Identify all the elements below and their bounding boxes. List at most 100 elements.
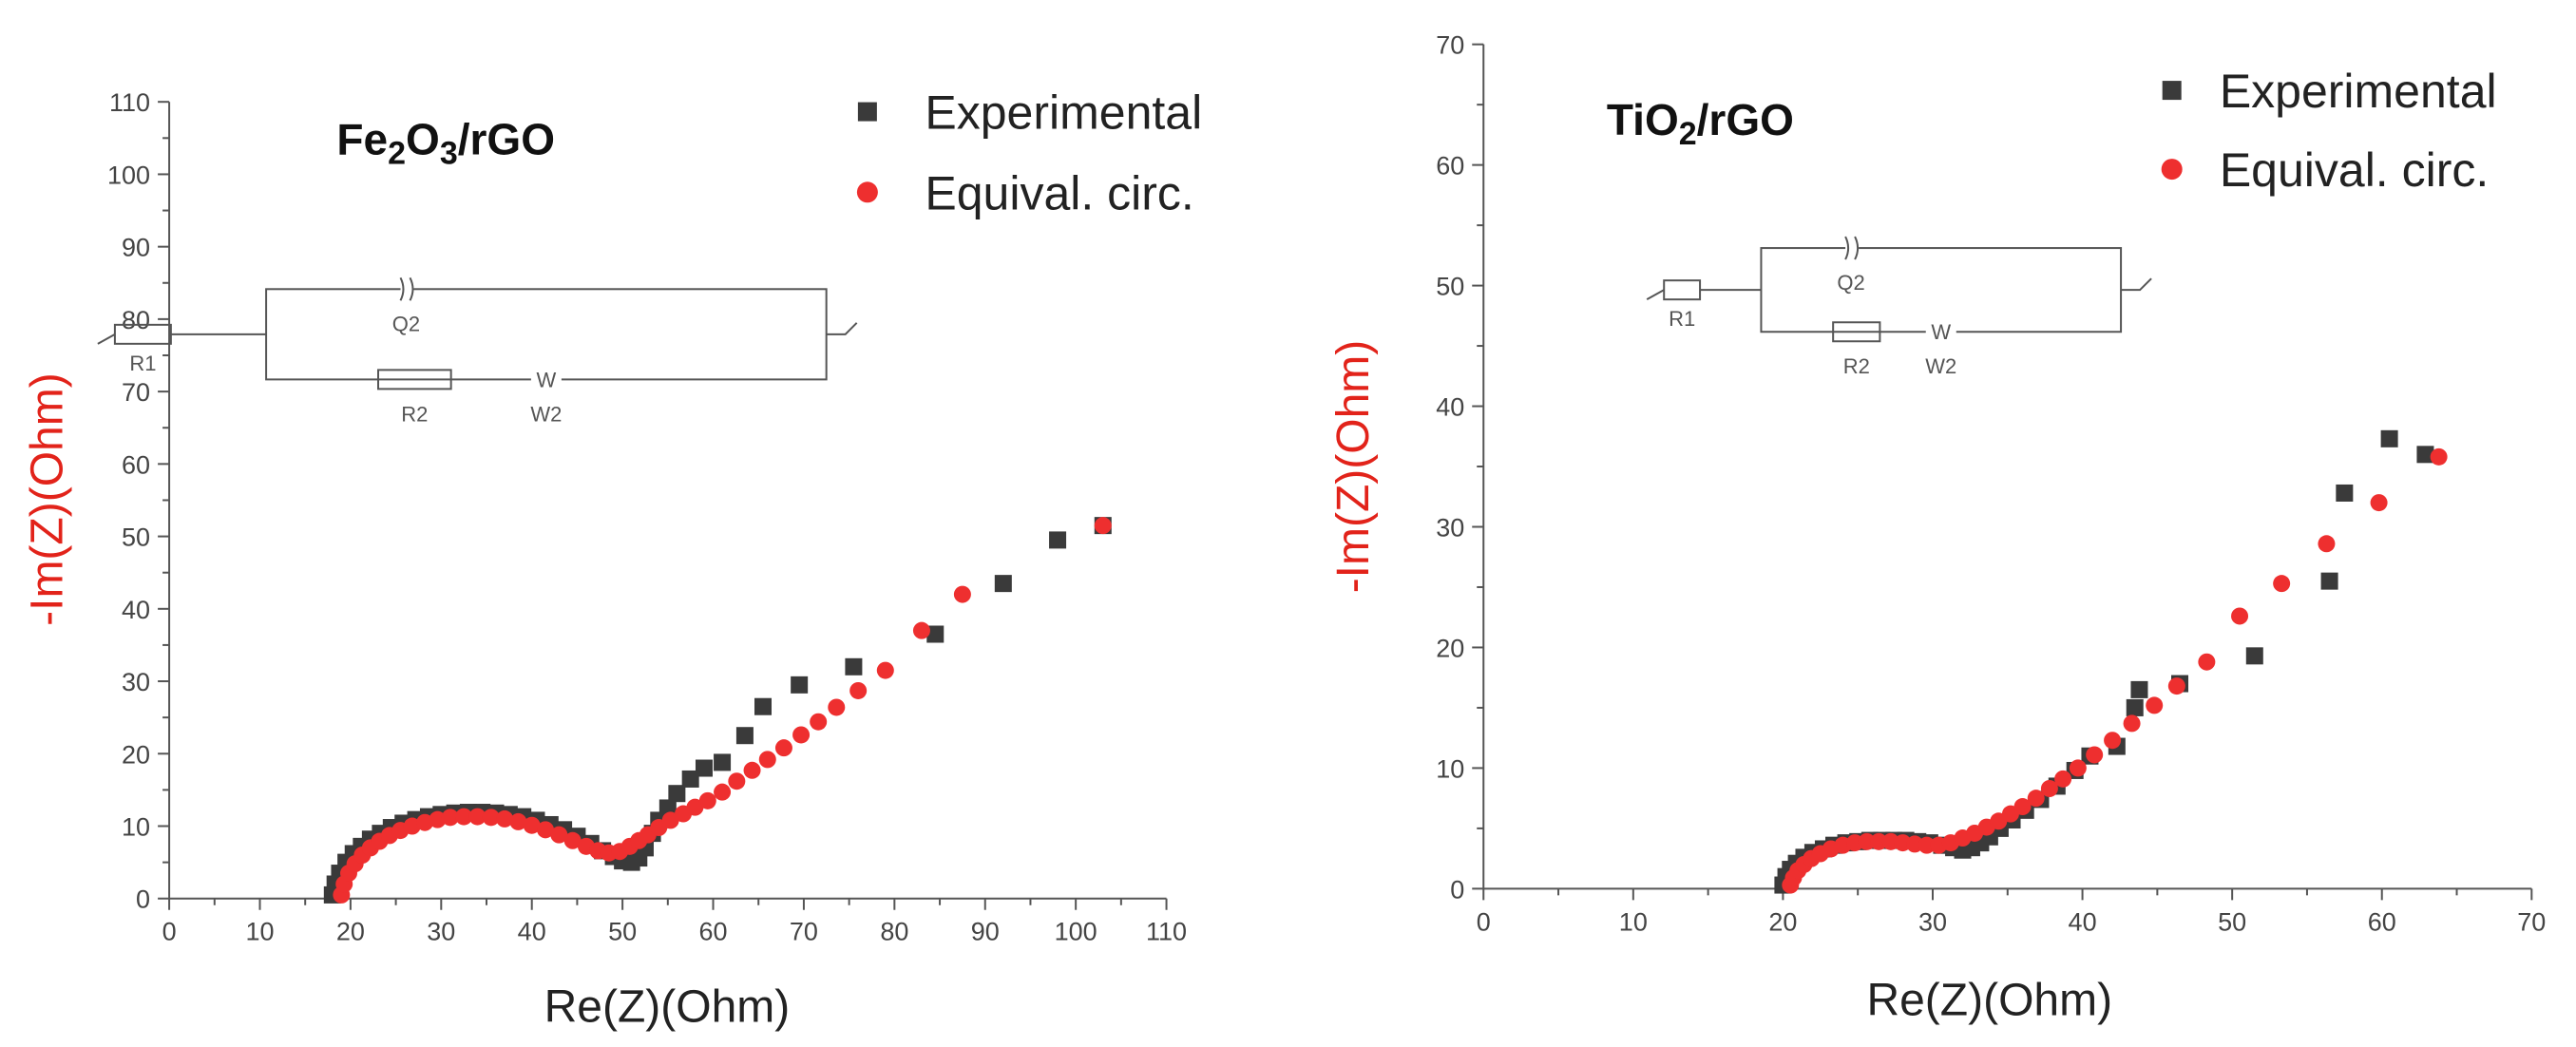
tio2-equivalent-point bbox=[2318, 535, 2336, 553]
fe2o3-equivalent-point bbox=[482, 809, 500, 827]
fe2o3-experimental-point bbox=[754, 697, 772, 715]
chart-svg-fe2o3: 0 10 20 30 40 50 60 70 80 90 100 110 0 10 20 30 40 50 60 70… bbox=[23, 86, 1202, 1033]
fe2o3-circuit-lead-out bbox=[826, 322, 858, 335]
tio2-y-tick-label: 60 bbox=[1436, 152, 1464, 181]
tio2-circuit-q2-gap bbox=[1845, 244, 1860, 253]
fe2o3-equivalent-point bbox=[849, 681, 868, 699]
tio2-equivalent-point bbox=[2013, 798, 2032, 816]
fe2o3-equivalent-point bbox=[455, 808, 473, 826]
fe2o3-y-tick-label: 70 bbox=[122, 378, 150, 407]
fe2o3-legend-equivalent: Equival. circ. bbox=[925, 166, 1193, 219]
fe2o3-legend-circle-marker bbox=[856, 181, 878, 203]
fe2o3-title-part: /rGO bbox=[458, 115, 555, 164]
tio2-circuit-label-q2: Q2 bbox=[1837, 271, 1864, 295]
fe2o3-circuit-diagram: W R1 Q2 R2 W2 bbox=[97, 276, 858, 426]
fe2o3-y-tick-label: 40 bbox=[122, 596, 150, 624]
tio2-circuit-r1 bbox=[1663, 279, 1702, 301]
tio2-y-tick-label: 10 bbox=[1436, 754, 1464, 783]
fe2o3-equivalent-point bbox=[686, 798, 704, 816]
tio2-legend-square-marker bbox=[2162, 81, 2182, 101]
fe2o3-legend-experimental: Experimental bbox=[925, 86, 1202, 140]
tio2-experimental-point bbox=[2380, 429, 2398, 447]
tio2-x-tick-label: 60 bbox=[2368, 907, 2396, 936]
fe2o3-equivalent-point bbox=[468, 808, 487, 826]
fe2o3-circuit-w-gap bbox=[530, 366, 562, 393]
fe2o3-equivalent-point bbox=[1094, 517, 1112, 535]
tio2-circuit-w-gap bbox=[1925, 318, 1956, 346]
fe2o3-circuit-label-r1: R1 bbox=[129, 352, 156, 375]
tio2-x-tick-label: 70 bbox=[2517, 907, 2546, 936]
tio2-equivalent-point bbox=[2146, 696, 2164, 714]
tio2-equivalent-point bbox=[2086, 746, 2104, 764]
fe2o3-equivalent-point bbox=[758, 751, 776, 769]
tio2-equivalent-point bbox=[2069, 759, 2087, 777]
fe2o3-title-part: Fe bbox=[336, 115, 388, 164]
tio2-x-tick-label: 50 bbox=[2218, 907, 2246, 936]
fe2o3-y-tick-label: 110 bbox=[109, 88, 150, 117]
tio2-equivalent-point bbox=[1858, 832, 1876, 850]
tio2-panel-title: TiO2/rGO bbox=[1607, 95, 1794, 152]
tio2-x-tick-label: 20 bbox=[1768, 907, 1797, 936]
fe2o3-y-tick-label: 0 bbox=[136, 885, 150, 914]
fe2o3-y-tick-label: 80 bbox=[122, 306, 150, 334]
fe2o3-title-subscript: 3 bbox=[440, 136, 458, 172]
fe2o3-x-tick-label: 80 bbox=[880, 918, 908, 946]
tio2-equivalent-point bbox=[1918, 836, 1936, 854]
tio2-series-experimental bbox=[1774, 429, 2434, 894]
tio2-equivalent-point bbox=[2198, 653, 2216, 671]
tio2-circuit-label-w2: W2 bbox=[1925, 354, 1956, 378]
tio2-title-subscript: 2 bbox=[1679, 116, 1697, 152]
fe2o3-x-tick-label: 30 bbox=[427, 918, 455, 946]
fe2o3-experimental-point bbox=[926, 625, 945, 643]
tio2-equivalent-point bbox=[2027, 790, 2045, 808]
tio2-y-tick-label: 20 bbox=[1436, 634, 1464, 662]
tio2-y-tick-label: 30 bbox=[1436, 514, 1464, 543]
tio2-legend-circle-marker bbox=[2161, 159, 2183, 181]
tio2-equivalent-point bbox=[2123, 714, 2141, 733]
fe2o3-y-axis-title: -Im(Z)(Ohm) bbox=[23, 372, 73, 626]
fe2o3-x-tick-label: 110 bbox=[1146, 918, 1187, 946]
fe2o3-equivalent-point bbox=[876, 661, 894, 679]
fe2o3-equivalent-point bbox=[810, 713, 828, 731]
fe2o3-equivalent-point bbox=[523, 816, 541, 834]
fe2o3-equivalent-point bbox=[774, 739, 792, 757]
fe2o3-title-part: O bbox=[406, 115, 440, 164]
fe2o3-title-subscript: 2 bbox=[388, 136, 406, 172]
tio2-circuit-diagram: W R1 Q2 R2 W2 bbox=[1646, 236, 2152, 378]
fe2o3-y-tick-label: 30 bbox=[122, 668, 150, 696]
fe2o3-equivalent-point bbox=[563, 831, 582, 849]
tio2-equivalent-point bbox=[2231, 607, 2249, 625]
fe2o3-equivalent-point bbox=[714, 783, 732, 801]
fe2o3-circuit-q2-arc2 bbox=[409, 276, 414, 301]
tio2-y-tick-label: 0 bbox=[1450, 875, 1464, 904]
fe2o3-series-equivalent bbox=[333, 517, 1112, 904]
fe2o3-experimental-point bbox=[668, 785, 686, 803]
tio2-equivalent-point bbox=[1870, 832, 1888, 850]
fe2o3-experimental-point bbox=[681, 770, 699, 788]
tio2-y-tick-label: 40 bbox=[1436, 393, 1464, 422]
tio2-experimental-point bbox=[2320, 572, 2338, 590]
fe2o3-x-tick-label: 40 bbox=[518, 918, 546, 946]
tio2-x-tick-label: 10 bbox=[1619, 907, 1648, 936]
tio2-x-tick-label: 40 bbox=[2069, 907, 2097, 936]
fe2o3-x-tick-label: 20 bbox=[336, 918, 365, 946]
fe2o3-experimental-point bbox=[845, 657, 863, 676]
chart-panel-tio2: 0 10 20 30 40 50 60 70 0 10 20 30 40 50 60 70 Re(Z)(Ohm)… bbox=[1314, 0, 2576, 1047]
fe2o3-equivalent-point bbox=[429, 810, 447, 828]
tio2-y-axis-title: -Im(Z)(Ohm) bbox=[1328, 340, 1379, 594]
tio2-experimental-point bbox=[2130, 680, 2148, 698]
fe2o3-x-axis-title: Re(Z)(Ohm) bbox=[544, 981, 791, 1032]
tio2-circuit-w-symbol: W bbox=[1931, 320, 1951, 344]
tio2-circuit-lead-out bbox=[2121, 277, 2152, 292]
tio2-x-axis-title: Re(Z)(Ohm) bbox=[1866, 975, 2112, 1025]
tio2-experimental-point bbox=[2416, 446, 2434, 464]
tio2-y-tick-label: 70 bbox=[1436, 31, 1464, 60]
fe2o3-experimental-point bbox=[714, 753, 732, 771]
fe2o3-x-tick-label: 0 bbox=[162, 918, 177, 946]
fe2o3-x-tick-label: 60 bbox=[698, 918, 727, 946]
tio2-y-tick-label: 50 bbox=[1436, 273, 1464, 301]
tio2-x-tick-label: 30 bbox=[1918, 907, 1947, 936]
fe2o3-equivalent-point bbox=[550, 826, 568, 844]
fe2o3-circuit-q2-gap bbox=[400, 285, 414, 294]
fe2o3-y-tick-label: 20 bbox=[122, 740, 150, 769]
